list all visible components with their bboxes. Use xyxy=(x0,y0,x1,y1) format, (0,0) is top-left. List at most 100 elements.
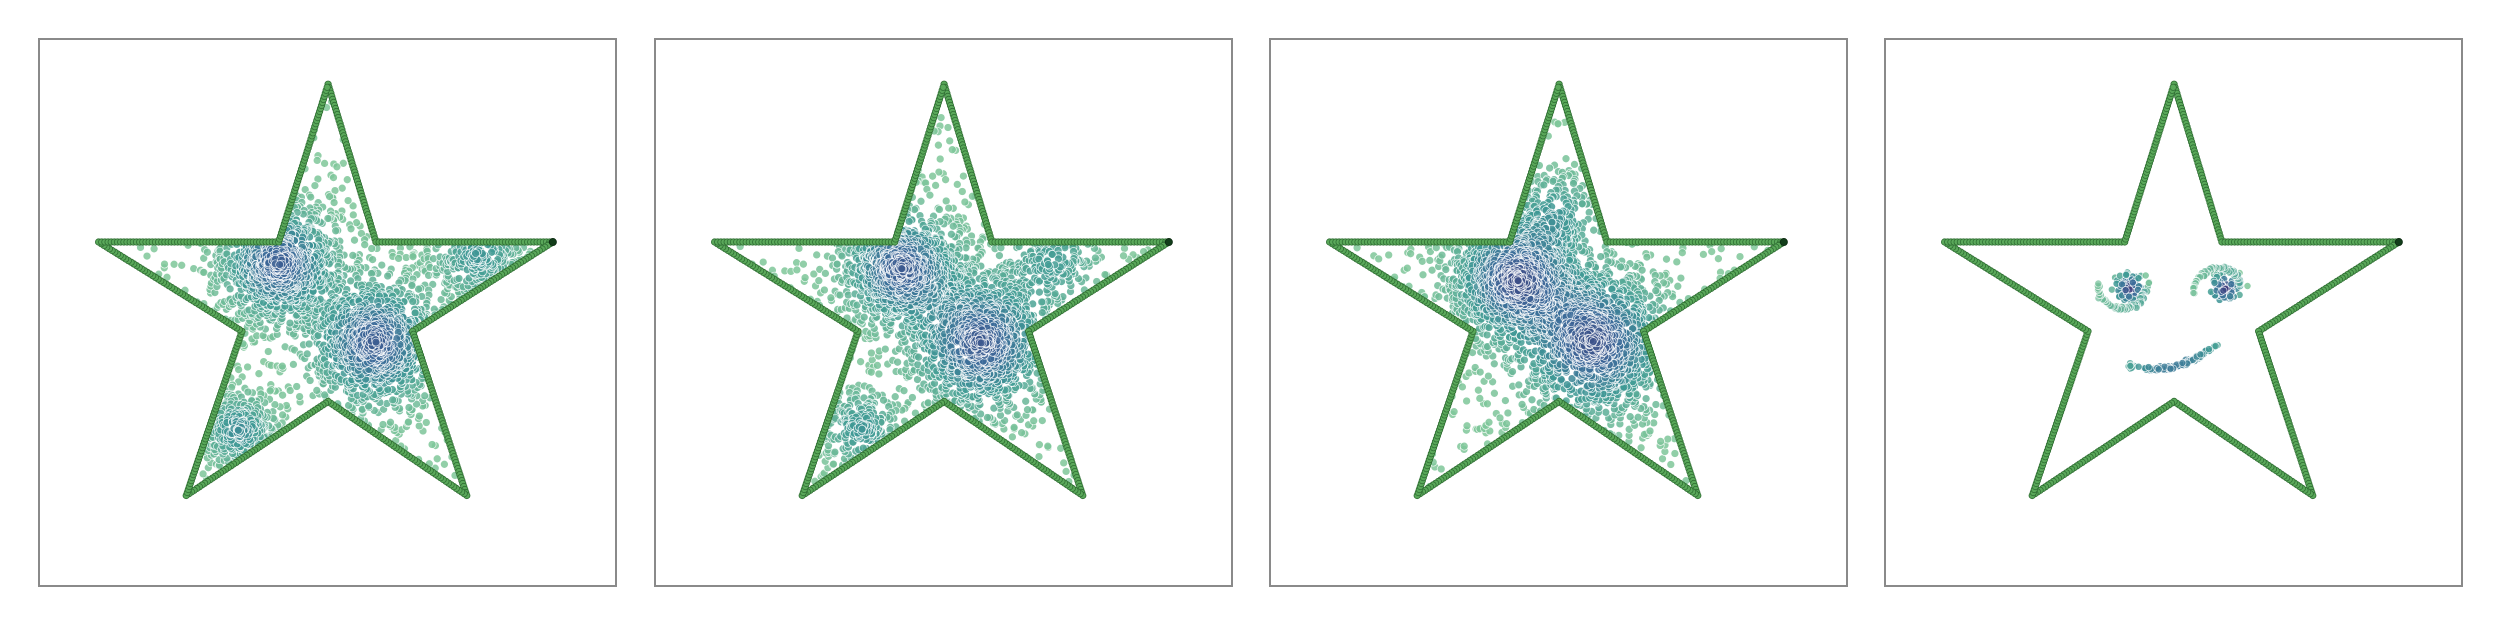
point xyxy=(1035,440,1044,450)
point xyxy=(378,420,388,429)
point xyxy=(348,210,358,220)
point xyxy=(408,252,418,262)
point xyxy=(899,386,909,396)
point xyxy=(302,349,312,359)
point xyxy=(305,376,315,385)
point xyxy=(1120,244,1129,253)
point xyxy=(325,192,334,201)
point xyxy=(142,251,152,261)
point xyxy=(265,386,275,396)
point xyxy=(800,273,810,283)
point xyxy=(329,198,339,207)
point xyxy=(1008,432,1017,442)
point xyxy=(342,175,352,185)
point xyxy=(908,393,917,402)
panel xyxy=(38,38,617,587)
point xyxy=(873,361,882,370)
point xyxy=(348,251,358,260)
point xyxy=(278,410,287,420)
point xyxy=(254,369,264,379)
point xyxy=(436,295,446,304)
point xyxy=(1043,441,1053,451)
point xyxy=(337,183,347,193)
point xyxy=(957,187,967,196)
point xyxy=(289,360,298,369)
point xyxy=(278,390,287,400)
point xyxy=(414,421,424,431)
point xyxy=(149,244,159,254)
point xyxy=(263,347,273,356)
point xyxy=(856,357,865,367)
point xyxy=(893,357,902,367)
point xyxy=(944,203,954,213)
point xyxy=(935,154,945,164)
point xyxy=(1009,423,1019,432)
point xyxy=(947,229,956,239)
point xyxy=(371,337,381,347)
point xyxy=(320,159,329,168)
point xyxy=(1034,452,1044,461)
point xyxy=(408,297,418,306)
point xyxy=(832,259,842,269)
point xyxy=(198,469,208,479)
point xyxy=(799,259,808,269)
point xyxy=(1023,405,1032,415)
point xyxy=(364,401,373,411)
point xyxy=(814,276,824,286)
point xyxy=(820,285,829,295)
point xyxy=(394,254,403,263)
point xyxy=(830,447,840,457)
point xyxy=(285,386,295,395)
point xyxy=(959,171,968,181)
point xyxy=(323,214,333,223)
point xyxy=(169,259,179,269)
point xyxy=(1035,287,1044,297)
point xyxy=(1037,308,1047,317)
outline-point xyxy=(548,238,557,247)
point xyxy=(867,348,876,358)
point xyxy=(225,284,235,294)
point xyxy=(1037,416,1047,425)
point xyxy=(941,175,950,185)
points xyxy=(136,97,549,498)
point xyxy=(866,367,876,377)
point xyxy=(914,352,923,362)
point xyxy=(383,271,393,281)
point xyxy=(295,392,304,401)
point xyxy=(304,339,314,349)
point xyxy=(1119,251,1128,261)
point xyxy=(348,201,358,211)
point xyxy=(360,240,370,250)
point xyxy=(758,257,768,267)
point xyxy=(1059,458,1069,468)
point xyxy=(420,391,430,401)
point xyxy=(312,386,322,395)
point xyxy=(794,244,804,253)
point xyxy=(310,181,320,190)
point xyxy=(928,171,937,181)
point xyxy=(234,365,243,374)
point xyxy=(386,417,395,427)
point xyxy=(332,162,342,172)
point xyxy=(931,181,940,190)
point xyxy=(275,260,285,269)
point xyxy=(350,235,359,245)
point xyxy=(160,259,169,269)
point xyxy=(821,269,830,278)
point xyxy=(346,276,356,286)
point xyxy=(925,190,935,200)
point xyxy=(404,403,414,412)
point xyxy=(440,459,449,469)
point xyxy=(829,459,838,469)
outline-point xyxy=(323,83,331,91)
point xyxy=(432,454,442,464)
point xyxy=(859,312,869,322)
point xyxy=(367,244,377,253)
point xyxy=(1043,260,1053,269)
point xyxy=(1017,428,1026,438)
point xyxy=(947,145,957,155)
point xyxy=(874,369,884,379)
point xyxy=(414,284,423,294)
point xyxy=(943,123,953,132)
